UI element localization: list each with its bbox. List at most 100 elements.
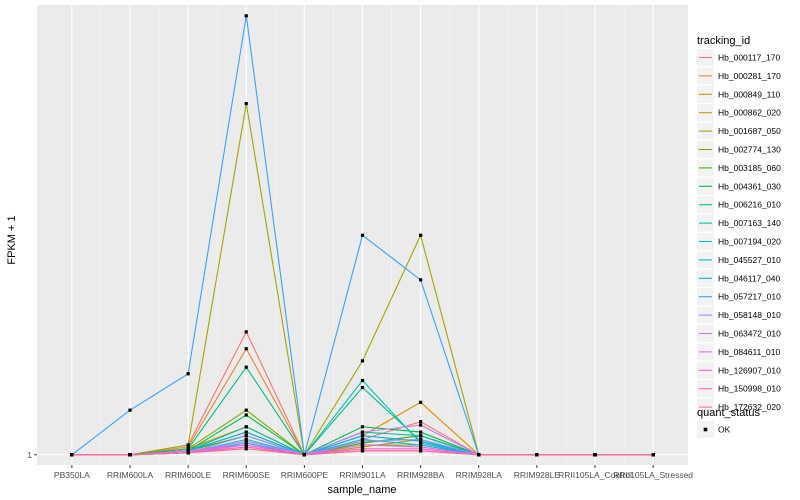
legend-item: Hb_057217_010 — [697, 288, 781, 306]
legend-item: Hb_000862_020 — [697, 104, 781, 122]
data-point — [244, 443, 248, 447]
data-point — [419, 443, 423, 447]
x-tick-label: RRIM901LA — [339, 470, 386, 480]
data-point — [244, 425, 248, 429]
data-point — [477, 453, 481, 457]
legend-label: Hb_001687_050 — [718, 126, 781, 136]
data-point — [360, 441, 365, 445]
data-point — [70, 453, 74, 457]
legend-item: Hb_003185_060 — [697, 159, 781, 177]
x-tick-label: PB350LA — [54, 470, 90, 480]
legend-label: Hb_000281_170 — [718, 71, 781, 81]
data-point — [128, 453, 132, 457]
legend-label: Hb_172632_020 — [718, 402, 781, 412]
legend-label: Hb_057217_010 — [718, 292, 781, 302]
y-axis: 1 — [27, 450, 37, 460]
legend-point-swatch — [703, 427, 708, 432]
data-point — [651, 453, 655, 457]
legend-shape-item: OK — [697, 421, 731, 438]
data-point — [244, 101, 248, 106]
x-tick-label: RRIM600PE — [281, 470, 329, 480]
x-tick-label: RRIM928LA — [456, 470, 503, 480]
data-point — [302, 453, 306, 457]
legend-item: Hb_004361_030 — [697, 177, 781, 195]
legend-shape-title: quant_status — [697, 407, 760, 419]
data-point — [419, 441, 423, 445]
data-point — [419, 445, 423, 449]
data-point — [360, 443, 365, 447]
legend-label: Hb_003185_060 — [718, 163, 781, 173]
data-point — [360, 445, 365, 449]
legend-label: Hb_000849_110 — [718, 89, 781, 99]
legend-label: Hb_063472_010 — [718, 329, 781, 339]
data-point — [419, 434, 423, 438]
data-point — [360, 378, 365, 383]
x-tick-label: RRIM600LE — [165, 470, 212, 480]
legend-item: Hb_126907_010 — [697, 361, 781, 379]
legend-label: Hb_058148_010 — [718, 310, 781, 320]
legend-label: Hb_045527_010 — [718, 255, 781, 265]
legend-item: Hb_046117_040 — [697, 269, 781, 287]
data-point — [244, 330, 248, 334]
x-tick-label: RRIM600LA — [107, 470, 154, 480]
legend-item: Hb_172632_020 — [697, 398, 781, 416]
data-point — [360, 430, 365, 434]
data-point — [419, 439, 423, 443]
legend-label: Hb_000117_170 — [718, 53, 781, 63]
data-point — [244, 408, 248, 412]
legend-label: Hb_006216_010 — [718, 200, 781, 210]
legend-item: Hb_002774_130 — [697, 141, 781, 158]
data-point — [244, 430, 248, 434]
data-point — [186, 447, 190, 451]
legend-item: Hb_001687_050 — [697, 122, 781, 140]
legend-item: Hb_000849_110 — [697, 85, 781, 103]
data-point — [244, 413, 248, 417]
data-point — [419, 400, 423, 404]
x-tick-label: RRIM600SE — [223, 470, 271, 480]
data-point — [360, 425, 365, 429]
data-point — [535, 453, 539, 457]
legend-label: Hb_007194_020 — [718, 237, 781, 247]
legend-item: Hb_000281_170 — [697, 67, 781, 85]
legend-item: Hb_058148_010 — [697, 306, 781, 324]
data-point — [419, 449, 423, 453]
x-tick-label: RRII105LA_Stressed — [613, 470, 693, 480]
data-point — [360, 434, 365, 438]
legend-title: tracking_id — [697, 35, 750, 47]
data-point — [128, 408, 132, 412]
minor-gridlines — [100, 5, 625, 465]
legend-item: Hb_007194_020 — [697, 233, 781, 250]
data-point — [360, 449, 365, 453]
legend-label: Hb_126907_010 — [718, 365, 781, 375]
legend-label: Hb_004361_030 — [718, 181, 781, 191]
data-point — [244, 365, 248, 369]
data-point — [360, 359, 365, 363]
legend-label: OK — [718, 425, 731, 435]
data-point — [360, 437, 365, 441]
legend-label: Hb_002774_130 — [718, 145, 781, 155]
data-point — [186, 451, 190, 455]
data-point — [186, 449, 190, 453]
x-axis: PB350LA RRIM600LA RRIM600LE RRIM600SE RRIM60… — [54, 465, 693, 480]
data-point — [360, 385, 365, 390]
legend-label: Hb_084611_010 — [718, 347, 781, 357]
data-point — [186, 372, 190, 376]
x-tick-label: RRIM928LE — [514, 470, 561, 480]
legend-item: Hb_006216_010 — [697, 196, 781, 214]
data-points — [70, 14, 655, 457]
data-point — [419, 430, 423, 434]
legend: tracking_id Hb_000117_170 Hb_000281_170 Hb… — [697, 35, 781, 438]
data-point — [360, 233, 365, 237]
data-point — [593, 453, 597, 457]
legend-item: Hb_084611_010 — [697, 343, 781, 361]
legend-item: Hb_000117_170 — [697, 49, 781, 66]
y-axis-label: FPKM + 1 — [6, 215, 18, 264]
data-point — [419, 423, 423, 427]
data-point — [186, 445, 190, 449]
legend-item: Hb_150998_010 — [697, 380, 781, 398]
data-point — [244, 445, 248, 449]
legend-label: Hb_150998_010 — [718, 384, 781, 394]
data-point — [244, 439, 248, 443]
x-axis-label: sample_name — [327, 484, 396, 496]
